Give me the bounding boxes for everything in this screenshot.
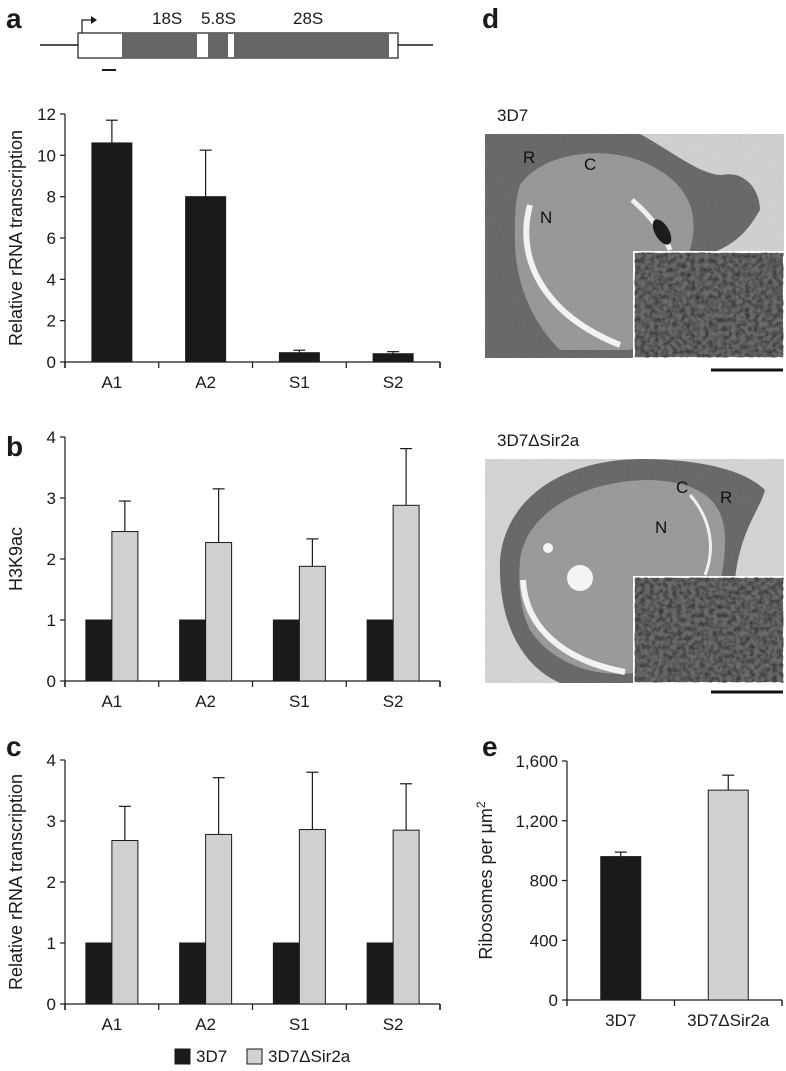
x-tick-label-c: S1	[289, 1015, 310, 1034]
x-tick-label-e: 3D7ΔSir2a	[687, 1011, 770, 1030]
x-tick-label-c: A1	[101, 1015, 122, 1034]
region-28s	[234, 33, 389, 58]
chart-e-ribosome-density: 0 400 800 1,200 1,600 Ribosomes per μm2 3D7 3D7…	[474, 752, 783, 1030]
bar-a-S1-value	[278, 352, 320, 363]
rdna-gene-map: 18S 5.8S 28S	[40, 9, 433, 71]
micrograph-3d7-sir2a	[485, 459, 784, 683]
label-18s: 18S	[152, 9, 182, 28]
bar-e-3D7ΔSir2a-value	[707, 789, 749, 1001]
marker-n-bottom: N	[655, 518, 667, 537]
marker-c-bottom: C	[676, 478, 688, 497]
bar-c-A2-3D7ΔSir2a	[205, 833, 233, 1005]
chart-a-rrna-transcription: 0 2 4 6 8 10 12 Relative rRNA transcription A1 A2…	[6, 105, 441, 392]
y-tick-label-b: 4	[47, 428, 56, 447]
x-tick-label-b: A2	[195, 692, 216, 711]
vacuole	[567, 565, 593, 591]
y-tick-label-e: 1,200	[515, 812, 558, 831]
bar-c-S2-3D7	[366, 942, 394, 1005]
y-tick-label-b: 0	[47, 672, 56, 691]
y-axis-label-e: Ribosomes per μm2	[474, 801, 496, 959]
y-tick-label-c: 2	[47, 873, 56, 892]
y-tick-label-a: 4	[47, 270, 56, 289]
bar-a-A1-value	[91, 142, 133, 363]
y-tick-label-a: 10	[37, 146, 56, 165]
x-tick-label-a: A1	[101, 373, 122, 392]
bar-b-S2-3D7ΔSir2a	[392, 504, 420, 682]
bar-b-S2-3D7	[366, 619, 394, 682]
nuclear-envelope-gap	[523, 204, 622, 348]
y-tick-label-b: 2	[47, 550, 56, 569]
x-tick-label-c: S2	[383, 1015, 404, 1034]
marker-r-bottom: R	[720, 488, 732, 507]
micrograph-top-label: 3D7	[497, 106, 528, 125]
y-tick-label-e: 400	[530, 931, 558, 950]
legend-swatch-3d7	[174, 1048, 191, 1065]
y-tick-label-e: 800	[530, 872, 558, 891]
x-tick-label-c: A2	[195, 1015, 216, 1034]
y-tick-label-c: 4	[47, 751, 56, 770]
x-tick-label-b: S1	[289, 692, 310, 711]
x-tick-label-b: S2	[383, 692, 404, 711]
bar-e-3D7-value	[600, 856, 642, 1001]
legend-label-sir2a: 3D7ΔSir2a	[268, 1047, 351, 1066]
marker-r-top: R	[523, 148, 535, 167]
y-tick-label-a: 12	[37, 105, 56, 124]
x-tick-label-e: 3D7	[605, 1011, 636, 1030]
y-tick-label-a: 6	[47, 229, 56, 248]
legend-label-3d7: 3D7	[196, 1047, 227, 1066]
y-axis-label-b: H3K9ac	[6, 527, 26, 591]
marker-n-top: N	[540, 208, 552, 227]
y-tick-label-c: 3	[47, 812, 56, 831]
panel-letter-a: a	[6, 3, 22, 34]
panel-letter-b: b	[6, 431, 23, 462]
y-tick-label-c: 1	[47, 934, 56, 953]
y-tick-label-a: 8	[47, 188, 56, 207]
y-axis-label-a: Relative rRNA transcription	[6, 130, 26, 346]
tss-arrowhead-icon	[91, 16, 97, 24]
micrograph-bottom-label: 3D7ΔSir2a	[497, 431, 580, 450]
chart-b-h3k9ac: 0 1 2 3 4 H3K9ac A1 A2 S1 S2	[6, 428, 441, 711]
y-axis-label-c: Relative rRNA transcription	[6, 774, 26, 990]
x-tick-label-a: S2	[383, 373, 404, 392]
bar-c-S2-3D7ΔSir2a	[392, 829, 420, 1005]
x-tick-label-a: S1	[289, 373, 310, 392]
region-5-8s	[208, 33, 228, 58]
y-tick-label-b: 3	[47, 489, 56, 508]
bar-b-A1-3D7ΔSir2a	[111, 531, 139, 682]
bar-b-A1-3D7	[85, 619, 113, 682]
panel-letter-c: c	[6, 731, 22, 762]
y-tick-label-a: 2	[47, 312, 56, 331]
label-28s: 28S	[293, 9, 323, 28]
panel-letter-d: d	[482, 3, 499, 34]
label-5-8s: 5.8S	[201, 9, 236, 28]
legend-swatch-sir2a	[246, 1048, 263, 1065]
bar-a-A2-value	[185, 196, 227, 363]
bar-b-S1-3D7ΔSir2a	[298, 565, 326, 682]
tss-arrow-icon	[81, 19, 95, 33]
bar-b-A2-3D7ΔSir2a	[205, 542, 233, 682]
y-tick-label-e: 0	[549, 991, 558, 1010]
micrograph-3d7	[485, 134, 784, 358]
bar-c-S1-3D7ΔSir2a	[298, 829, 326, 1005]
bar-b-A2-3D7	[179, 619, 207, 682]
y-tick-label-a: 0	[47, 353, 56, 372]
y-tick-label-b: 1	[47, 611, 56, 630]
legend: 3D7 3D7ΔSir2a	[174, 1047, 351, 1066]
y-tick-label-e: 1,600	[515, 752, 558, 771]
bar-c-S1-3D7	[272, 942, 300, 1005]
x-tick-label-b: A1	[101, 692, 122, 711]
region-18s	[122, 33, 197, 58]
chart-c-rrna-transcription: 0 1 2 3 4 Relative rRNA transcription A1 A2 S1 S2	[6, 751, 441, 1034]
y-tick-label-c: 0	[47, 995, 56, 1014]
bar-c-A1-3D7ΔSir2a	[111, 840, 139, 1005]
marker-c-top: C	[584, 155, 596, 174]
bar-c-A1-3D7	[85, 942, 113, 1005]
bar-c-A2-3D7	[179, 942, 207, 1005]
panel-letter-e: e	[482, 731, 498, 762]
bar-a-S2-value	[372, 353, 414, 363]
x-tick-label-a: A2	[195, 373, 216, 392]
bar-b-S1-3D7	[272, 619, 300, 682]
